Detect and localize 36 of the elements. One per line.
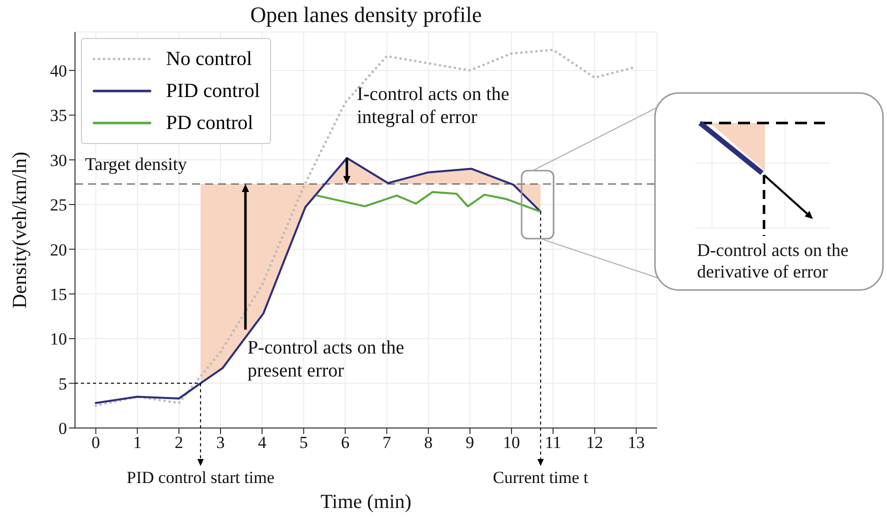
x-axis-title: Time (min): [320, 491, 412, 513]
x-tick-label: 11: [544, 433, 562, 452]
y-tick-label: 10: [50, 330, 67, 349]
annotation: I-control acts on the integral of error: [356, 84, 510, 128]
chart-title: Open lanes density profile: [250, 2, 482, 27]
x-tick-label: 4: [258, 433, 267, 452]
x-tick-label: 10: [503, 433, 520, 452]
y-tick-label: 0: [58, 419, 67, 438]
annotation: PID control start time: [126, 468, 274, 487]
y-tick-label: 5: [58, 374, 67, 394]
legend-label: PD control: [166, 112, 254, 134]
line-series: [316, 191, 542, 213]
x-tick-label: 3: [216, 433, 225, 452]
x-tick-label: 6: [340, 433, 350, 452]
y-tick-label: 30: [50, 150, 67, 170]
annotation: P-control acts on the present error: [247, 338, 404, 382]
x-tick-label: 5: [299, 433, 308, 452]
x-tick-label: 1: [133, 433, 142, 452]
text: D-control acts on the derivative of error: [697, 240, 848, 282]
x-tick-label: 2: [174, 433, 184, 452]
y-tick-label: 20: [50, 240, 67, 260]
x-tick-label: 7: [382, 433, 392, 452]
y-tick-label: 40: [50, 61, 67, 80]
x-tick-label: 9: [466, 433, 474, 452]
x-tick-label: 13: [628, 433, 645, 452]
y-tick-label: 25: [50, 196, 67, 215]
y-axis-title: Density(veh/km/ln): [9, 152, 31, 308]
legend-label: PID control: [166, 80, 260, 102]
legend-label: No control: [166, 48, 252, 70]
ref-line-label: Target density: [85, 154, 187, 174]
x-tick-label: 0: [92, 433, 100, 452]
x-tick-label: 12: [586, 433, 604, 452]
y-tick-label: 35: [50, 106, 67, 126]
y-tick-label: 15: [50, 284, 67, 304]
x-tick-label: 8: [424, 433, 433, 452]
annotation: Current time t: [492, 468, 589, 487]
